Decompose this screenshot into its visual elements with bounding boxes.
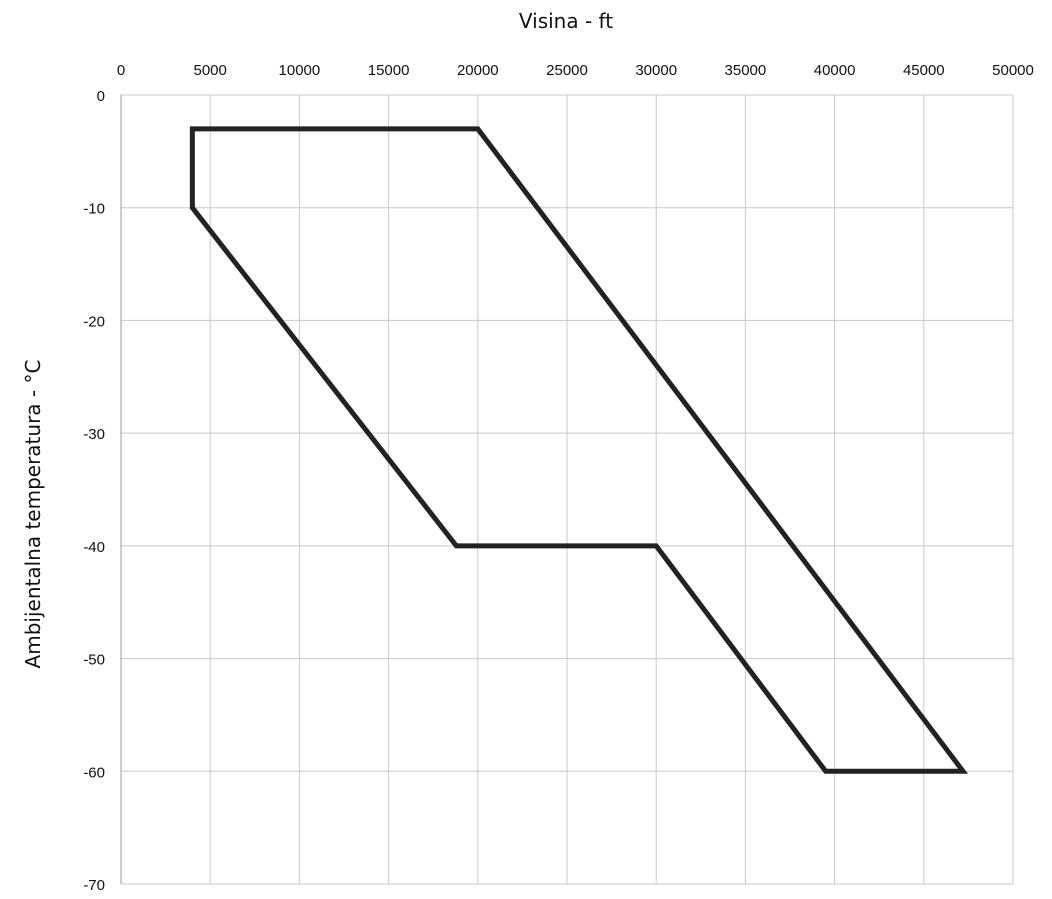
x-tick-label: 10000 [279,62,321,79]
x-axis-title: Visina - ft [519,9,613,33]
x-tick-label: 40000 [814,62,856,79]
x-tick-label: 50000 [992,62,1034,79]
y-tick-label: -70 [83,877,105,894]
y-tick-label: -50 [83,652,105,669]
x-tick-label: 25000 [546,62,588,79]
y-tick-label: -30 [83,426,105,443]
y-tick-label: -40 [83,539,105,556]
operating-envelope-line [189,126,969,774]
y-axis-title: Ambijentalna temperatura - °C [21,360,45,669]
x-tick-label: 0 [117,62,125,79]
y-tick-label: -10 [83,201,105,218]
x-tick-label: 30000 [635,62,677,79]
labels: 0 5000 10000 15000 20000 25000 30000 35000 40000… [83,62,1034,894]
y-tick-label: -20 [83,313,105,330]
x-tick-label: 15000 [368,62,410,79]
x-tick-label: 35000 [725,62,767,79]
x-tick-label: 20000 [457,62,499,79]
series-layer [189,126,969,774]
x-tick-label: 5000 [194,62,227,79]
y-tick-label: -60 [83,764,105,781]
y-tick-label: 0 [97,88,105,105]
x-tick-label: 45000 [903,62,945,79]
grid [120,94,1014,885]
